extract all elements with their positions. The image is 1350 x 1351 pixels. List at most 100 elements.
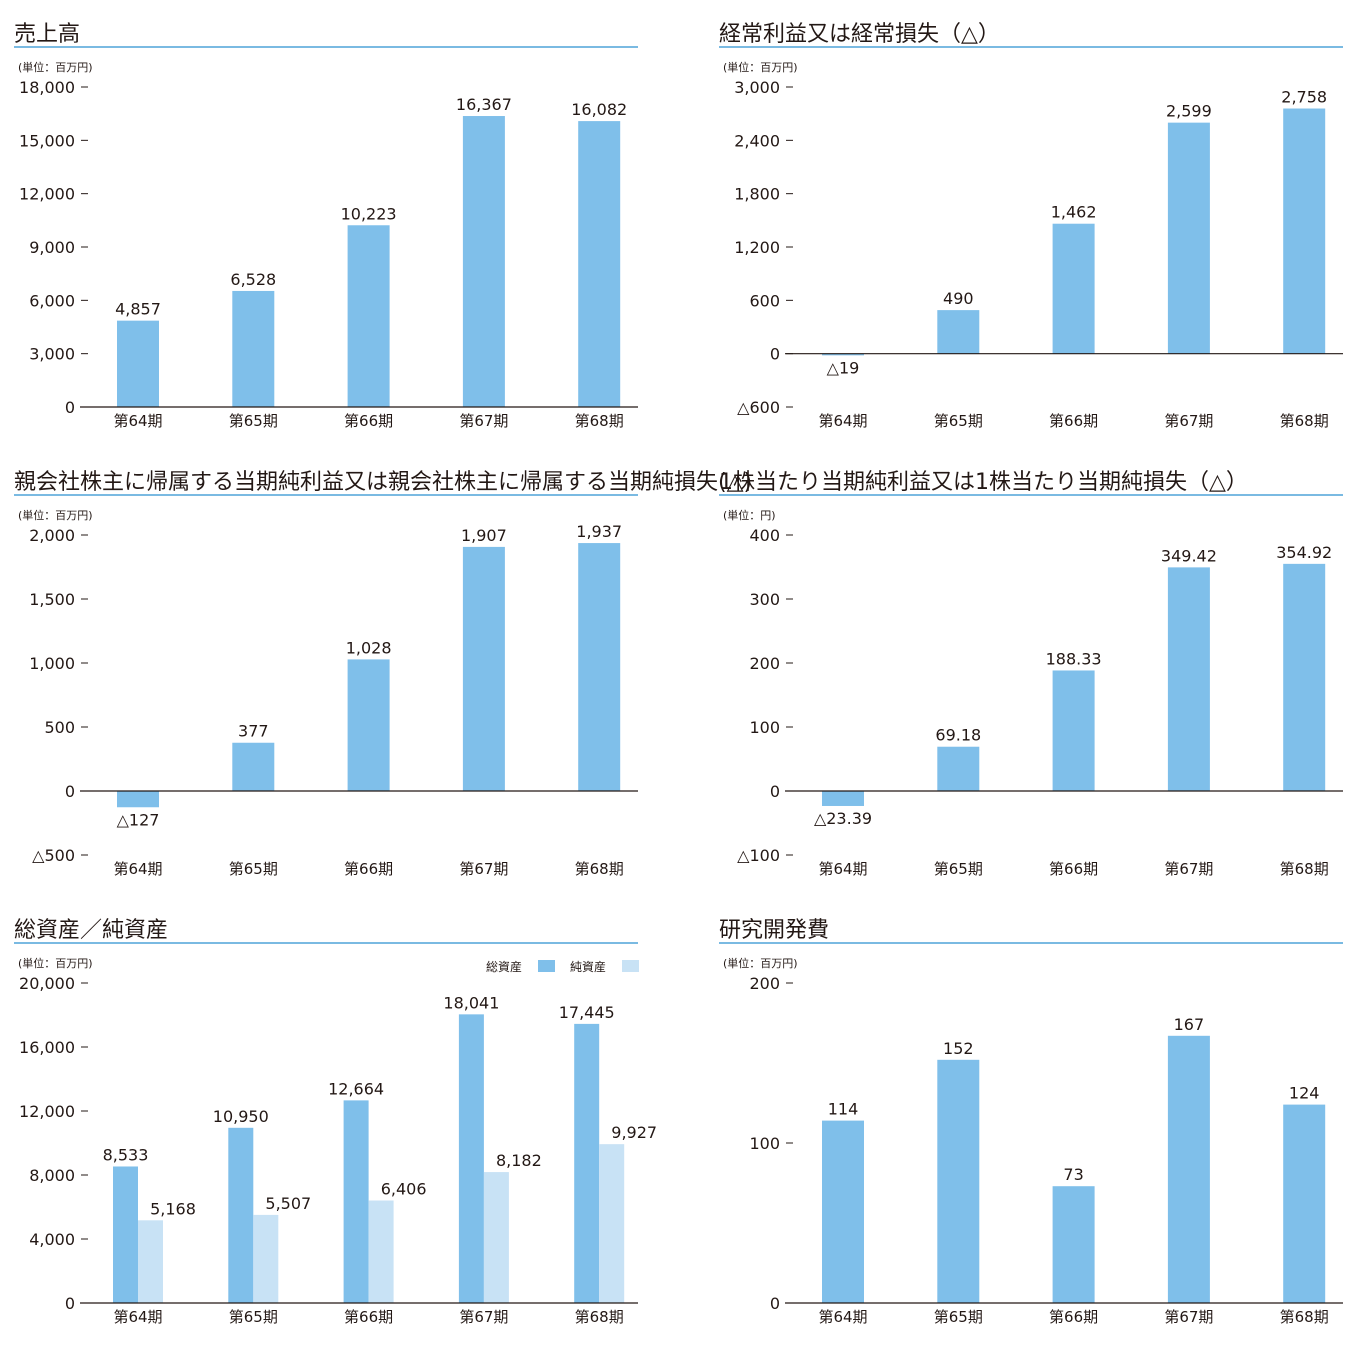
y-tick-label: 1,800 <box>734 185 780 204</box>
x-tick-label: 第64期 <box>113 412 162 430</box>
y-tick-label: 0 <box>770 345 780 364</box>
bar <box>1052 670 1095 791</box>
y-tick-label: 2,400 <box>734 131 780 150</box>
x-tick-label: 第68期 <box>575 860 624 878</box>
y-tick-label: 1,500 <box>29 590 75 609</box>
data-label: 17,445 <box>559 1003 615 1022</box>
y-tick-label: 100 <box>749 1134 780 1153</box>
x-tick-label: 第64期 <box>113 1308 162 1326</box>
data-label: △127 <box>117 810 160 829</box>
y-tick-label: 15,000 <box>19 131 75 150</box>
bar-net-assets <box>138 1220 163 1303</box>
y-tick-label: 3,000 <box>734 78 780 97</box>
y-tick-label: 2,000 <box>29 526 75 545</box>
bar-total-assets <box>574 1023 600 1303</box>
data-label: 1,937 <box>576 522 622 541</box>
bar <box>1167 122 1210 354</box>
y-tick-label: 16,000 <box>19 1038 75 1057</box>
unit-label: (単位：百万円) <box>723 956 798 970</box>
y-tick-label: 12,000 <box>19 1102 75 1121</box>
chart-ordinary-income: 経常利益又は経常損失（△） (単位：百万円) △600 0 600 1,200 1,800 2… <box>715 10 1350 455</box>
x-tick-label: 第67期 <box>459 412 508 430</box>
chart-title: 1株当たり当期純利益又は1株当たり当期純損失（△） <box>719 470 1248 495</box>
chart-title: 売上高 <box>14 22 80 47</box>
bar <box>1283 108 1326 354</box>
chart-net-sales-svg: 売上高 (単位：百万円) 0 3,000 6,000 9,000 12,000 15,000 1… <box>14 22 638 430</box>
bar <box>232 290 275 407</box>
data-label: △23.39 <box>814 809 872 828</box>
y-tick-label: 6,000 <box>29 291 75 310</box>
unit-label: (単位：百万円) <box>18 956 93 970</box>
x-tick-label: 第68期 <box>1280 860 1329 878</box>
chart-net-sales: 売上高 (単位：百万円) 0 3,000 6,000 9,000 12,000 15,000 1… <box>10 10 650 455</box>
data-label: 2,758 <box>1281 88 1327 107</box>
x-tick-label: 第66期 <box>1049 412 1098 430</box>
y-tick-label: 600 <box>749 291 780 310</box>
data-label: 1,462 <box>1051 203 1097 222</box>
x-tick-label: 第67期 <box>1164 412 1213 430</box>
chart-title: 親会社株主に帰属する当期純利益又は親会社株主に帰属する当期純損失(△) <box>14 470 752 495</box>
bar-net-assets <box>368 1200 394 1303</box>
x-tick-label: 第66期 <box>1049 1308 1098 1326</box>
data-label: 1,907 <box>461 526 507 545</box>
legend-swatch <box>538 960 555 972</box>
y-tick-label: 0 <box>65 1294 75 1313</box>
data-label: 114 <box>828 1100 859 1119</box>
chart-rnd: 研究開発費 (単位：百万円) 0 100 200 114 152 73 167 124 第64期 第6… <box>715 906 1350 1351</box>
unit-label: (単位：百万円) <box>18 508 93 522</box>
bar <box>1283 1104 1326 1303</box>
data-label: 8,533 <box>103 1145 149 1164</box>
bar <box>937 1059 980 1303</box>
y-tick-label: 200 <box>749 654 780 673</box>
bar-total-assets <box>228 1127 254 1303</box>
chart-ordinary-income-svg: 経常利益又は経常損失（△） (単位：百万円) △600 0 600 1,200 1,800 2… <box>719 22 1343 430</box>
data-label: 18,041 <box>443 993 499 1012</box>
y-tick-label: 20,000 <box>19 974 75 993</box>
chart-rnd-svg: 研究開発費 (単位：百万円) 0 100 200 114 152 73 167 124 第64期 第6… <box>719 918 1343 1326</box>
y-tick-label: 18,000 <box>19 78 75 97</box>
bar <box>232 742 275 791</box>
y-tick-label: 4,000 <box>29 1230 75 1249</box>
x-tick-label: 第64期 <box>113 860 162 878</box>
data-label: 167 <box>1174 1015 1205 1034</box>
bar <box>347 659 390 791</box>
y-tick-label: 100 <box>749 718 780 737</box>
chart-assets-svg: 総資産／純資産 (単位：百万円) 0 4,000 8,000 12,000 16,000 20… <box>14 918 657 1326</box>
bar <box>937 746 980 791</box>
y-tick-label: 1,000 <box>29 654 75 673</box>
data-label: 2,599 <box>1166 102 1212 121</box>
bar <box>822 1120 864 1303</box>
data-label: 9,927 <box>611 1123 657 1142</box>
bar-total-assets <box>113 1166 138 1303</box>
x-tick-label: 第67期 <box>459 860 508 878</box>
y-tick-label: 12,000 <box>19 185 75 204</box>
y-tick-label: 200 <box>749 974 780 993</box>
legend-swatch <box>622 960 639 972</box>
bar <box>937 310 980 354</box>
data-label: 73 <box>1063 1165 1083 1184</box>
x-tick-label: 第65期 <box>934 1308 983 1326</box>
chart-assets: 総資産／純資産 (単位：百万円) 0 4,000 8,000 12,000 16,000 20… <box>10 906 657 1351</box>
legend-label: 総資産 <box>486 959 522 974</box>
x-tick-label: 第64期 <box>818 860 867 878</box>
data-label: 12,664 <box>328 1079 384 1098</box>
bar <box>117 320 159 407</box>
y-tick-label: 3,000 <box>29 345 75 364</box>
chart-eps: 1株当たり当期純利益又は1株当たり当期純損失（△） (単位：円) △100 0 100 2… <box>715 458 1350 903</box>
data-label: 377 <box>238 722 269 741</box>
x-tick-label: 第68期 <box>575 1308 624 1326</box>
bar <box>117 791 159 808</box>
data-label: 6,528 <box>230 270 276 289</box>
unit-label: (単位：円) <box>723 508 776 522</box>
x-tick-label: 第65期 <box>934 860 983 878</box>
unit-label: (単位：百万円) <box>18 60 93 74</box>
chart-net-income-svg: 親会社株主に帰属する当期純利益又は親会社株主に帰属する当期純損失(△) (単位：百… <box>14 470 752 878</box>
data-label: 16,367 <box>456 95 512 114</box>
unit-label: (単位：百万円) <box>723 60 798 74</box>
chart-title: 経常利益又は経常損失（△） <box>719 22 1000 47</box>
data-label: 8,182 <box>496 1151 542 1170</box>
data-label: 354.92 <box>1276 543 1332 562</box>
bar <box>1167 1035 1210 1303</box>
bar <box>1052 223 1095 354</box>
data-label: 69.18 <box>935 726 981 745</box>
